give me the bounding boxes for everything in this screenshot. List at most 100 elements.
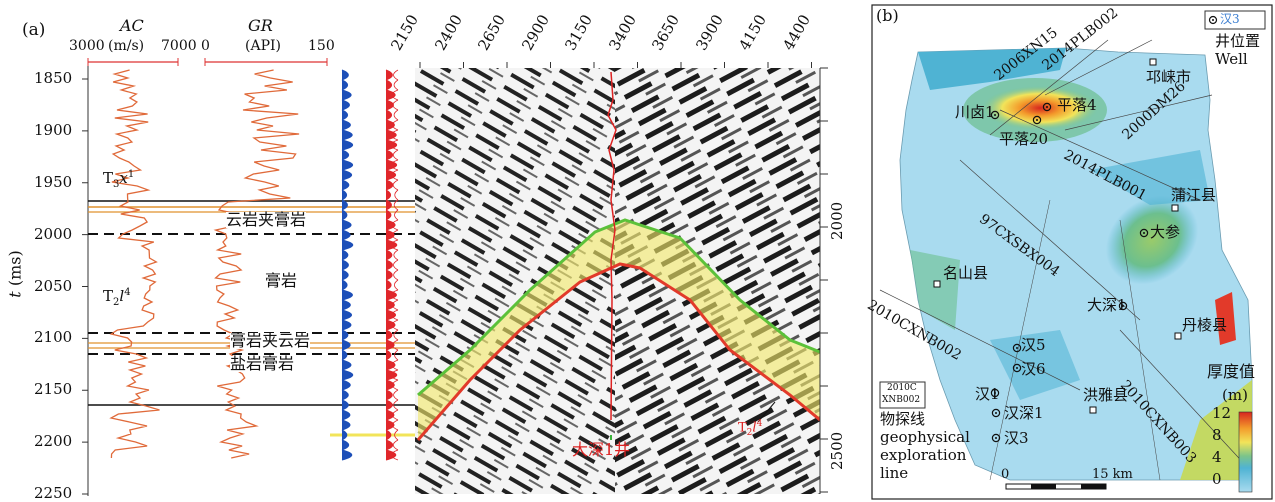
red-wiggle (385, 159, 398, 171)
t-tick-label: 2000 (34, 224, 73, 243)
red-wiggle-line (392, 179, 399, 191)
red-wiggle-line (393, 389, 399, 401)
t-tick-label: 1850 (34, 69, 73, 87)
map-zone-dacan (1105, 195, 1199, 285)
red-wiggle (385, 289, 397, 301)
map-zone-blue-top (918, 48, 1066, 90)
gr-scale-min: 0 (201, 38, 210, 54)
red-wiggle (385, 349, 392, 361)
map-hotspot-pingluo (982, 86, 1098, 130)
well-icon-dot (995, 412, 997, 414)
blue-wiggle (341, 369, 354, 381)
red-wiggle (385, 69, 393, 81)
county-label: 名山县 (943, 264, 989, 282)
well-label: 汉1 (975, 385, 1000, 403)
red-wiggle (385, 269, 393, 281)
seismic-section (415, 68, 820, 494)
scale-zero: 0 (1001, 467, 1010, 482)
blue-wiggle (341, 449, 353, 461)
t-tick-label: 2050 (34, 276, 73, 295)
red-wiggle-line (393, 249, 399, 261)
panel-b (871, 4, 1273, 500)
red-wiggle-line (390, 239, 399, 251)
legend-well-icon-dot (1212, 19, 1214, 21)
legend-line-code-1: 2010C (887, 383, 917, 393)
map-zone-southeast (1180, 380, 1252, 480)
blue-wiggle (341, 169, 353, 181)
blue-wiggle (341, 359, 352, 371)
red-wiggle-line (393, 399, 399, 411)
line-2014plb002 (1044, 39, 1153, 96)
formation-t3x: T3x1 (103, 169, 135, 190)
blue-wiggle (341, 209, 348, 221)
t-tick-label: 1950 (34, 172, 73, 191)
well-icon-dot (1016, 367, 1018, 369)
well-icon (1139, 228, 1149, 238)
scale-bar-seg-2 (1081, 484, 1106, 489)
well-label: 汉3 (1004, 429, 1029, 447)
well-icon-dot (1143, 232, 1145, 234)
red-wiggle (385, 79, 393, 91)
colorbar-tick-label: 0 (1212, 470, 1222, 488)
blue-wiggle (341, 269, 349, 281)
county-markers (933, 58, 1182, 414)
red-wiggle (385, 279, 392, 291)
red-wiggle-line (393, 329, 399, 341)
county-icon (1171, 204, 1179, 212)
well-icon-dot (1046, 106, 1048, 108)
right-axis-ticks (820, 67, 828, 493)
red-wiggle (385, 429, 392, 441)
county-label: 丹棱县 (1182, 316, 1228, 334)
t-tick-label: 2200 (34, 432, 73, 451)
formation-t2l-right: T2l4 (738, 419, 763, 438)
colorbar-tick-label: 12 (1212, 404, 1232, 422)
red-wiggle-line (394, 279, 399, 291)
red-wiggle-line (390, 449, 399, 461)
red-wiggle-line (393, 259, 399, 271)
thickness-map-area (899, 47, 1253, 481)
colorbar-tick-label: 8 (1212, 426, 1222, 444)
red-wiggle (385, 189, 392, 201)
blue-wiggle (341, 219, 352, 231)
scale-15km: 15 km (1092, 467, 1133, 482)
red-wiggle-line (392, 149, 399, 161)
red-wiggle-line (390, 159, 399, 171)
red-wiggle (385, 419, 395, 431)
lithology-2: 膏岩 (265, 271, 298, 290)
well-icon (990, 110, 1000, 120)
red-wiggle-line (392, 439, 399, 451)
legend-well-box (1204, 10, 1266, 30)
lithology-1: 云岩夹膏岩 (226, 210, 307, 229)
blue-wiggle (341, 309, 353, 321)
legend-line-code-2: XNB002 (882, 395, 921, 405)
panel-b-label: (b) (876, 6, 899, 25)
well-label: 大参 (1150, 223, 1181, 241)
well-label: 汉5 (1021, 336, 1046, 354)
well-icon (1032, 115, 1042, 125)
line-unnamed-1 (989, 199, 1051, 481)
red-wiggle-line (390, 369, 399, 381)
red-wiggle (385, 99, 394, 111)
line-unnamed-2 (1119, 219, 1161, 481)
blue-wiggle (341, 389, 349, 401)
red-wiggle (385, 139, 398, 151)
blue-wiggle (341, 99, 350, 111)
red-wiggle (385, 339, 395, 351)
county-icon (1149, 58, 1157, 66)
blue-wiggle (341, 239, 354, 251)
red-wiggle (385, 399, 393, 411)
county-label: 洪雅县 (1083, 386, 1129, 404)
line-97cxsbx004 (959, 159, 1141, 321)
blue-wiggle (341, 379, 351, 391)
legend-line-cn: 物探线 (880, 410, 926, 428)
line-2010cxnb002 (879, 289, 1081, 391)
well-icon (1012, 343, 1022, 353)
red-wiggle-line (392, 99, 399, 111)
gr-unit: (API) (245, 38, 281, 54)
red-wiggle-line (391, 319, 399, 331)
blue-wiggle (341, 189, 348, 201)
well-icon (1012, 363, 1022, 373)
blue-wiggle (341, 229, 351, 241)
blue-wiggle (341, 249, 349, 261)
